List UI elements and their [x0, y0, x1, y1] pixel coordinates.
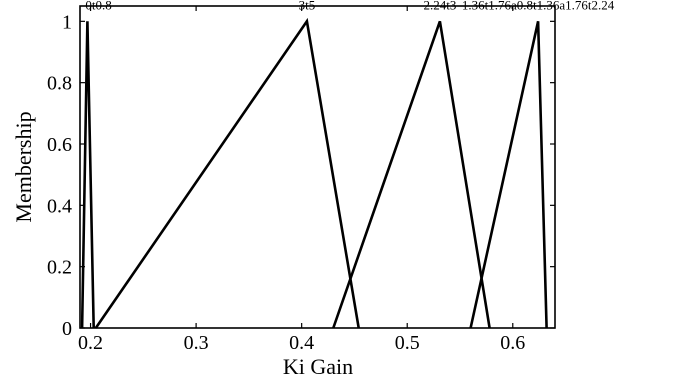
y-tick-label: 0 [62, 318, 72, 340]
x-tick-label: 0.4 [289, 332, 314, 354]
x-tick-label: 0.6 [500, 332, 525, 354]
membership-function-3 [332, 20, 491, 329]
x-tick-label: 0.3 [184, 332, 209, 354]
y-axis-title: Membership [11, 111, 36, 222]
y-tick-label: 0.2 [47, 257, 72, 279]
x-axis-title: Ki Gain [283, 354, 353, 379]
y-axis: 0 0.2 0.4 0.6 0.8 1 [47, 11, 555, 340]
membership-function-label: 2.24t3 [424, 0, 457, 12]
membership-function-4 [469, 21, 548, 329]
membership-function-labels: 0t0.8 3t5 2.24t3 1.36t1.76a0.8t1.36a1.76t2.… [85, 0, 614, 12]
plot-area [79, 5, 556, 329]
membership-function-label: 3t5 [299, 0, 316, 12]
membership-function-label: 1.36t1.76a0.8t1.36a1.76t2.24 [462, 0, 615, 12]
membership-functions [80, 17, 548, 329]
x-tick-label: 0.2 [78, 332, 103, 354]
x-axis: 0.2 0.3 0.4 0.5 0.6 [78, 6, 525, 354]
membership-function-1 [80, 21, 95, 329]
x-tick-label: 0.5 [395, 332, 420, 354]
plot-frame [79, 5, 556, 329]
y-tick-label: 0.8 [47, 73, 72, 95]
membership-function-label: 0t0.8 [85, 0, 111, 12]
y-tick-label: 0.4 [47, 195, 72, 217]
membership-function-2 [94, 17, 360, 329]
y-tick-label: 0.6 [47, 134, 72, 156]
y-tick-label: 1 [62, 11, 72, 33]
